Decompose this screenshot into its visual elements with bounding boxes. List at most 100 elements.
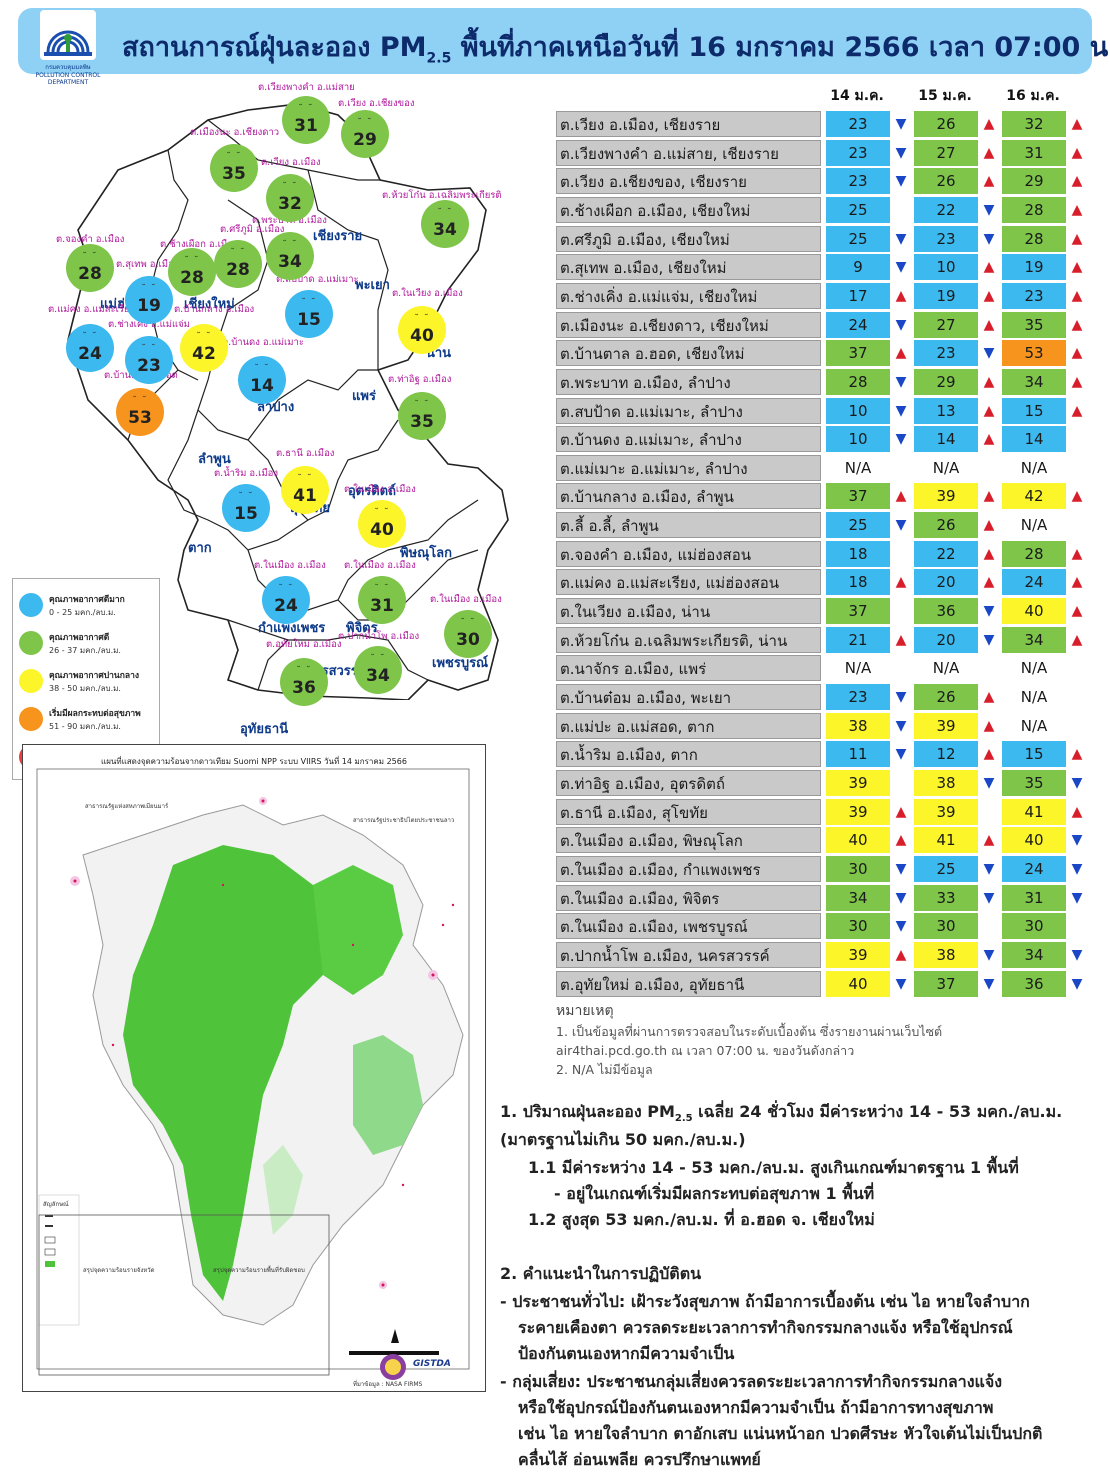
trend-down-icon: ▼ — [895, 889, 907, 906]
pm25-value-bubble: ˘ ˘ 34 — [354, 646, 402, 694]
trend-down-icon: ▼ — [895, 144, 907, 161]
summary-line-2: (มาตรฐานไม่เกิน 50 มคก./ลบ.ม.) — [500, 1130, 746, 1149]
trend-up-icon: ▲ — [895, 631, 907, 648]
face-icon: ˘ ˘ — [238, 492, 254, 502]
table-row: ต.เมืองนะ อ.เชียงดาว, เชียงใหม่ 24 ▼ 27 ▲ 35 ▲ — [556, 311, 1096, 340]
pm25-cell: 18 — [826, 540, 890, 567]
bubble-value: 34 — [433, 220, 457, 240]
pm25-cell: 15 — [1002, 397, 1066, 424]
station-location-label: ต.เวียง อ.เชียงของ — [338, 98, 415, 109]
table-row: ต.ในเมือง อ.เมือง, กำแพงเพชร 30 ▼ 25 ▼ 24 ▼ — [556, 855, 1096, 884]
pm25-cell: 32 — [1002, 111, 1066, 137]
trend-up-icon: ▲ — [1071, 631, 1083, 648]
station-location-label: ต.ในเมือง อ.เมือง — [344, 560, 416, 571]
bubble-value: 31 — [370, 596, 394, 616]
pm25-cell: 23 — [826, 168, 890, 195]
trend-up-icon: ▲ — [983, 488, 995, 505]
province-label: อุตรดิตถ์ — [348, 484, 396, 499]
face-icon: ˘ ˘ — [374, 584, 390, 594]
trend-down-icon: ▼ — [1071, 975, 1083, 992]
pm25-cell: 24 — [1002, 569, 1066, 596]
table-row: ต.แม่คง อ.แม่สะเรียง, แม่ฮ่องสอน 18 ▲ 20 ▲ 24… — [556, 569, 1096, 597]
province-label: พิษณุโลก — [400, 546, 453, 561]
pm25-cell: 27 — [914, 311, 978, 338]
pm25-value-bubble: ˘ ˘ 53 — [116, 388, 164, 436]
station-name: ต.แม่ปะ อ.แม่สอด, ตาก — [556, 712, 821, 739]
table-row: ต.บ้านกลาง อ.เมือง, ลำพูน 37 ▲ 39 ▲ 42 ▲ — [556, 483, 1096, 511]
station-name: ต.สุเทพ อ.เมือง, เชียงใหม่ — [556, 254, 821, 281]
bubble-value: 34 — [278, 252, 302, 272]
pm25-cell: 20 — [914, 569, 978, 596]
province-label: พิจิตร — [346, 621, 378, 636]
station-name: ต.ในเมือง อ.เมือง, พิจิตร — [556, 884, 821, 911]
pcd-logo-icon — [40, 10, 96, 60]
pm25-cell: 15 — [1002, 741, 1066, 768]
pm25-cell: 20 — [914, 626, 978, 653]
bubble-value: 40 — [410, 326, 434, 346]
pm25-cell: 29 — [914, 368, 978, 395]
table-row: ต.ห้วยโก๋น อ.เฉลิมพระเกียรติ, น่าน 21 ▲ 20 ▼… — [556, 626, 1096, 655]
bubble-value: 30 — [456, 630, 480, 650]
table-row: ต.อุทัยใหม่ อ.เมือง, อุทัยธานี 40 ▼ 37 ▼ 36 ▼ — [556, 970, 1096, 999]
trend-up-icon: ▲ — [895, 287, 907, 304]
face-icon: ˘ ˘ — [296, 666, 312, 676]
pm25-value-bubble: ˘ ˘ 24 — [66, 324, 114, 372]
face-icon: ˘ ˘ — [414, 400, 430, 410]
bubble-value: 41 — [293, 486, 317, 506]
pm25-cell: 28 — [826, 368, 890, 395]
bubble-value: 29 — [353, 130, 377, 150]
station-name: ต.ในเวียง อ.เมือง, น่าน — [556, 598, 821, 625]
station-name: ต.ในเมือง อ.เมือง, กำแพงเพชร — [556, 855, 821, 882]
pm25-value-bubble: ˘ ˘ 24 — [262, 576, 310, 624]
trend-down-icon: ▼ — [983, 889, 995, 906]
trend-down-icon: ▼ — [1071, 860, 1083, 877]
station-name: ต.เวียง อ.เมือง, เชียงราย — [556, 111, 821, 137]
table-row: ต.ปากน้ำโพ อ.เมือง, นครสวรรค์ 39 ▲ 38 ▼ 34 ▼ — [556, 941, 1096, 970]
face-icon: ˘ ˘ — [357, 118, 373, 128]
legend-item: เริ่มมีผลกระทบต่อสุขภาพ 51 - 90 มคก./ลบ.ม… — [19, 703, 159, 737]
pm25-cell: 31 — [1002, 139, 1066, 166]
trend-up-icon: ▲ — [983, 116, 995, 132]
trend-up-icon: ▲ — [895, 345, 907, 362]
trend-up-icon: ▲ — [1071, 287, 1083, 304]
pm25-cell: N/A — [1020, 516, 1048, 535]
pm25-cell: 10 — [826, 397, 890, 424]
bubble-value: 53 — [128, 408, 152, 428]
station-name: ต.ในเมือง อ.เมือง, เพชรบูรณ์ — [556, 913, 821, 940]
table-row: ต.ศรีภูมิ อ.เมือง, เชียงใหม่ 25 ▼ 23 ▼ 28 ▲ — [556, 225, 1096, 254]
province-map: เชียงรายแม่ฮ่องสอนเชียงใหม่พะเยาน่านลำปา… — [8, 80, 528, 780]
pm25-value-bubble: ˘ ˘ 34 — [421, 200, 469, 248]
province-label: ลำพูน — [198, 452, 231, 467]
legend-title: คุณภาพอากาศดีมาก — [49, 595, 125, 605]
pm25-value-bubble: ˘ ˘ 36 — [280, 658, 328, 706]
pm25-cell: 39 — [914, 483, 978, 510]
summary-area-label: สรุปจุดความร้อนรายพื้นที่รับผิดชอบ — [213, 1267, 305, 1274]
pm25-cell: 30 — [1002, 913, 1066, 940]
trend-down-icon: ▼ — [983, 230, 995, 247]
trend-up-icon: ▲ — [895, 488, 907, 505]
pm25-value-bubble: ˘ ˘ 31 — [358, 576, 406, 624]
station-name: ต.น้ำริม อ.เมือง, ตาก — [556, 741, 821, 768]
trend-up-icon: ▲ — [983, 402, 995, 419]
pm25-value-bubble: ˘ ˘ 35 — [398, 392, 446, 440]
trend-up-icon: ▲ — [983, 832, 995, 849]
face-icon: ˘ ˘ — [282, 240, 298, 250]
face-icon: ˘ ˘ — [141, 344, 157, 354]
pm25-cell: 34 — [1002, 626, 1066, 653]
summary-line-3: 1.1 มีค่าระหว่าง 14 - 53 มคก./ลบ.ม. สูงเ… — [528, 1158, 1019, 1177]
pm25-cell: 21 — [826, 626, 890, 653]
bubble-value: 19 — [137, 296, 161, 316]
bubble-value: 23 — [137, 356, 161, 376]
pm25-cell: 19 — [914, 282, 978, 309]
pm25-cell: 25 — [826, 225, 890, 252]
trend-down-icon: ▼ — [983, 774, 995, 791]
table-row: ต.เวียง อ.เมือง, เชียงราย 23 ▼ 26 ▲ 32 ▲ — [556, 111, 1096, 139]
table-row: ต.นาจักร อ.เมือง, แพร่ N/A N/A N/A — [556, 655, 1096, 683]
province-label: ลำปาง — [257, 400, 295, 415]
station-location-label: ต.ในเมือง อ.เมือง — [344, 484, 416, 495]
trend-up-icon: ▲ — [983, 574, 995, 591]
trend-down-icon: ▼ — [1071, 946, 1083, 963]
pm25-cell: N/A — [932, 458, 960, 477]
summary-line-10: - กลุ่มเสี่ยง: ประชาชนกลุ่มเสี่ยงควรลดระ… — [500, 1372, 1003, 1391]
trend-down-icon: ▼ — [895, 746, 907, 763]
